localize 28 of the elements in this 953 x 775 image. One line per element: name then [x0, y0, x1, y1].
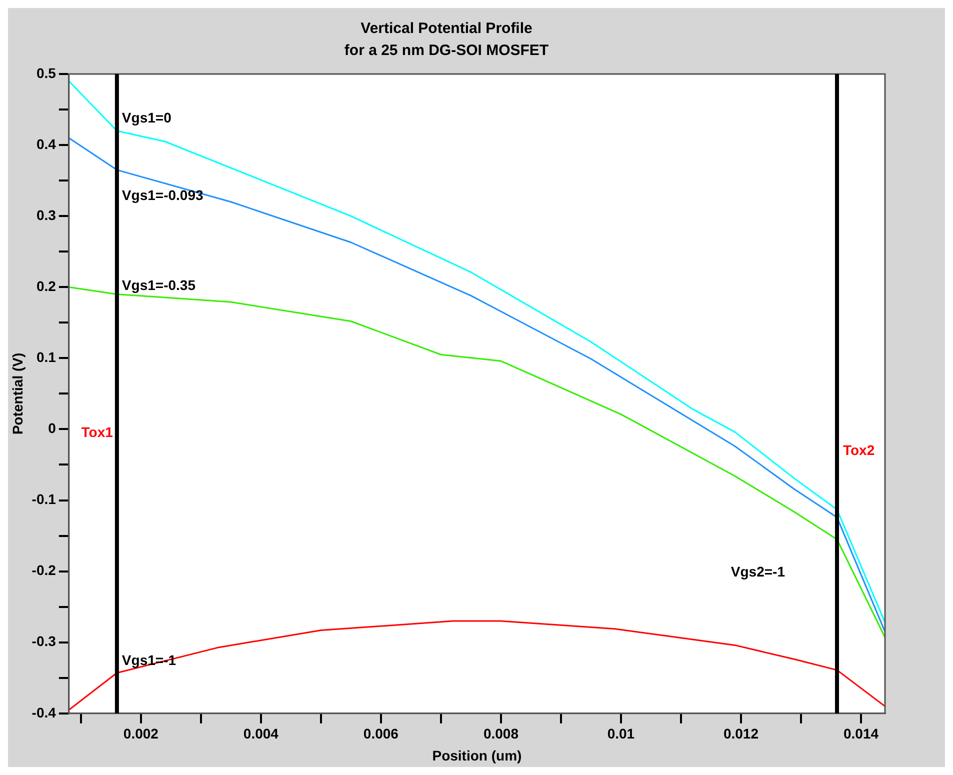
y-tick-label: 0.2: [36, 278, 56, 294]
y-tick-label: 0.4: [36, 136, 56, 152]
x-tick-label: 0.006: [363, 726, 399, 742]
series-label: Vgs1=0: [122, 110, 172, 126]
ref-line-label: Tox2: [842, 442, 875, 458]
x-tick-label: 0.012: [723, 726, 759, 742]
series-label: Vgs1=-1: [122, 652, 176, 668]
x-tick-label: 0.014: [843, 726, 879, 742]
x-axis-title: Position (um): [432, 747, 522, 764]
x-tick-label: 0.008: [483, 726, 519, 742]
y-tick-label: 0: [48, 420, 56, 436]
y-tick-label: 0.1: [36, 349, 56, 366]
y-tick-label: 0.3: [36, 206, 56, 223]
chart-subtitle: for a 25 nm DG-SOI MOSFET: [344, 42, 549, 60]
y-tick-label: -0.4: [32, 704, 56, 720]
x-tick-label: 0.004: [243, 726, 279, 742]
x-tick-label: 0.01: [607, 726, 635, 742]
chart-title: Vertical Potential Profile: [360, 20, 532, 38]
y-axis-title: Potential (V): [9, 352, 26, 435]
ref-line-label: Tox1: [81, 424, 114, 440]
y-tick-label: 0.5: [36, 64, 56, 81]
y-tick-label: -0.2: [32, 562, 56, 578]
x-tick-label: 0.002: [123, 726, 159, 742]
annotation: Vgs2=-1: [730, 564, 786, 580]
y-tick-label: -0.3: [32, 633, 56, 650]
y-tick-label: -0.1: [32, 491, 56, 508]
series-label: Vgs1=-0.35: [122, 277, 196, 294]
series-label: Vgs1=-0.093: [122, 186, 204, 203]
